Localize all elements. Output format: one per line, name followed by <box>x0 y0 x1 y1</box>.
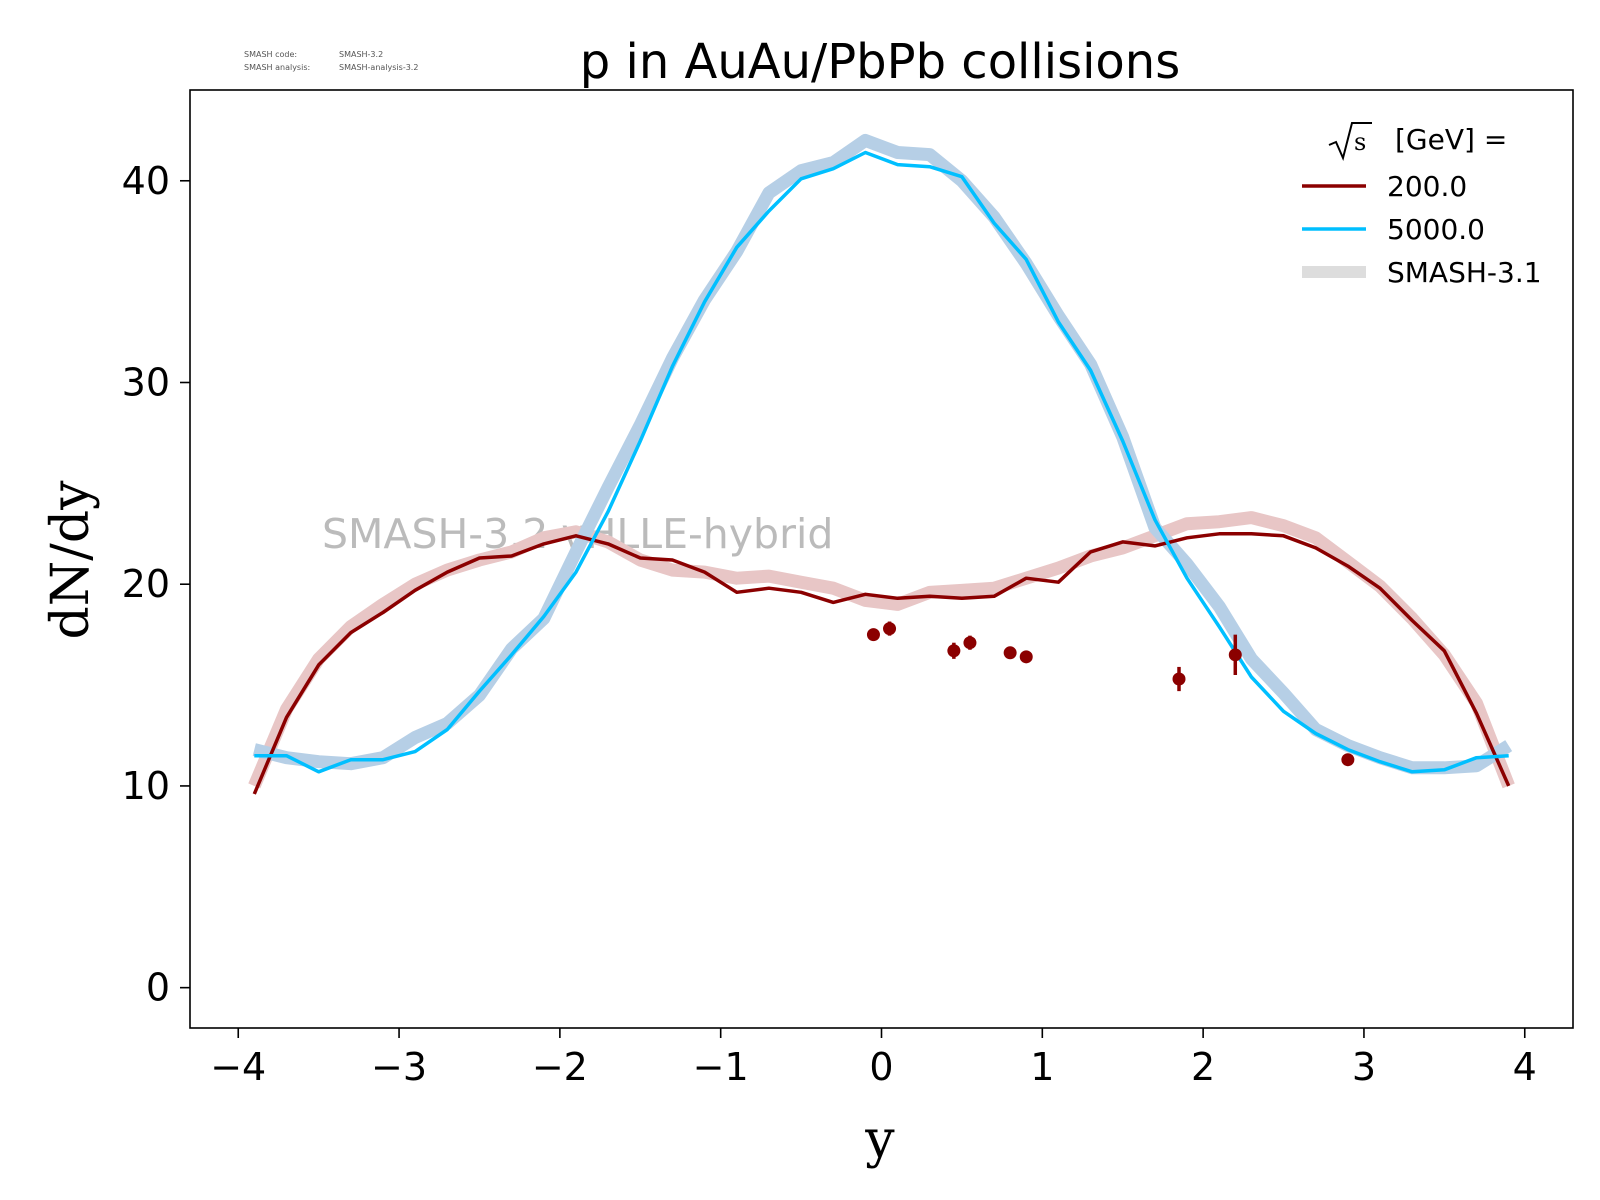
y-tick-label-1: 10 <box>122 764 170 808</box>
y-tick-label-4: 40 <box>122 159 170 203</box>
series-line-200.0 <box>252 532 1511 795</box>
x-tick-label-8: 4 <box>1513 1045 1537 1089</box>
chart-title: p in AuAu/PbPb collisions <box>580 34 1180 90</box>
measurement-point-3 <box>963 636 977 650</box>
measurement-point-7 <box>1228 648 1242 662</box>
measurement-point-0 <box>866 628 880 642</box>
x-tick-label-3: −1 <box>693 1045 749 1089</box>
x-tick-label-0: −4 <box>210 1045 266 1089</box>
x-tick-label-6: 2 <box>1191 1045 1215 1089</box>
x-tick-label-2: −2 <box>532 1045 588 1089</box>
legend-label-5000: 5000.0 <box>1387 213 1485 246</box>
x-tick-label-4: 0 <box>869 1045 893 1089</box>
x-axis-ticks: −4 −3 −2 −1 0 1 2 3 4 <box>210 1028 1537 1089</box>
version-analysis-label: SMASH analysis: <box>244 63 310 72</box>
series-lines <box>252 150 1511 795</box>
series-line-5000.0 <box>254 150 1509 774</box>
legend-label-200: 200.0 <box>1387 170 1467 203</box>
version-analysis-value: SMASH-analysis-3.2 <box>339 63 418 72</box>
measurement-point-2 <box>947 644 961 658</box>
measurement-point-5 <box>1019 650 1033 664</box>
y-tick-label-3: 30 <box>122 360 170 404</box>
legend-label-smash-3-1: SMASH-3.1 <box>1387 256 1542 289</box>
x-axis-label: y <box>864 1110 895 1170</box>
version-info: SMASH code: SMASH-3.2 SMASH analysis: SM… <box>244 50 418 72</box>
version-code-value: SMASH-3.2 <box>339 50 383 59</box>
measurement-point-6 <box>1172 672 1186 686</box>
y-axis-label: dN/dy <box>41 480 101 640</box>
legend-title-prefix-s: s <box>1354 128 1366 156</box>
x-tick-label-5: 1 <box>1030 1045 1054 1089</box>
measurement-point-1 <box>883 622 897 636</box>
version-code-label: SMASH code: <box>244 50 297 59</box>
legend: s [GeV] = 200.0 5000.0 SMASH-3.1 <box>1302 122 1542 289</box>
measurement-point-8 <box>1341 753 1355 767</box>
legend-title: s [GeV] = <box>1328 122 1507 162</box>
legend-title-suffix: [GeV] = <box>1395 123 1507 156</box>
measurement-point-4 <box>1003 646 1017 660</box>
y-tick-label-2: 20 <box>122 562 170 606</box>
sqrt-sign <box>1328 122 1372 162</box>
x-tick-label-7: 3 <box>1352 1045 1376 1089</box>
x-tick-label-1: −3 <box>371 1045 427 1089</box>
y-tick-label-0: 0 <box>146 966 170 1010</box>
measurement-points <box>866 621 1355 767</box>
y-axis-ticks: 0 10 20 30 40 <box>122 159 190 1010</box>
